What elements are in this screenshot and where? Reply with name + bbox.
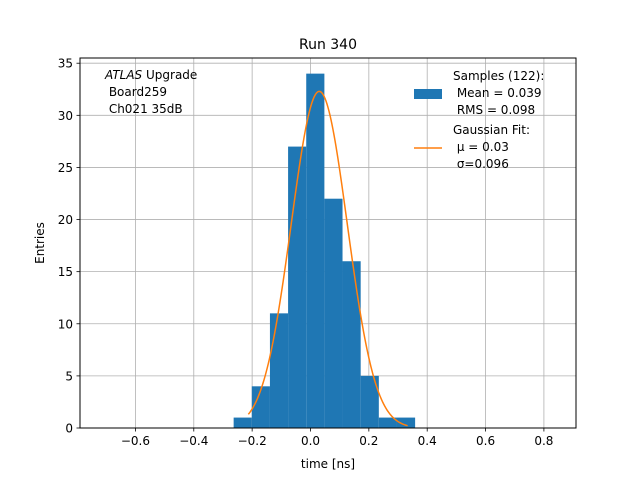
x-axis-label: time [ns]: [301, 457, 355, 471]
y-tick-label: 10: [58, 317, 73, 331]
y-tick-label: 20: [58, 213, 73, 227]
y-tick-label: 15: [58, 265, 73, 279]
annotation-channel: Ch021 35dB: [105, 102, 183, 116]
histogram-bar: [396, 417, 416, 428]
x-tick-label: 0.4: [418, 434, 437, 448]
annotation-line-1: ATLAS Upgrade: [104, 68, 197, 82]
legend: Samples (122): Mean = 0.039 RMS = 0.098 …: [414, 69, 544, 171]
annotation-atlas: ATLAS: [104, 68, 143, 82]
x-tick-label: 0.0: [301, 434, 320, 448]
histogram-bar: [342, 261, 361, 428]
y-tick-label: 0: [65, 422, 73, 436]
y-tick-label: 25: [58, 161, 73, 175]
axis-ticks: −0.6 −0.4 −0.2 0.0 0.2 0.4 0.6 0.8 0 5 10 15 20 25 30 3…: [58, 57, 554, 448]
atlas-annotation: ATLAS Upgrade Board259 Ch021 35dB: [104, 68, 197, 116]
legend-samples-mean: Mean = 0.039: [453, 86, 542, 100]
histogram-bar: [378, 417, 397, 428]
annotation-board: Board259: [105, 85, 167, 99]
chart-title: Run 340: [299, 37, 357, 53]
plot-frame: [79, 57, 577, 429]
fit-curve: [247, 90, 408, 427]
histogram-bar: [324, 198, 343, 428]
histogram-bar: [288, 146, 307, 428]
x-tick-label: 0.2: [359, 434, 378, 448]
legend-samples-swatch: [414, 89, 442, 99]
x-tick-label: 0.6: [476, 434, 495, 448]
gaussian-fit: [247, 90, 408, 427]
legend-fit-title: Gaussian Fit:: [453, 123, 530, 137]
histogram-bar: [269, 313, 289, 428]
y-axis-label: Entries: [33, 222, 47, 264]
x-tick-label: −0.6: [121, 434, 150, 448]
histogram-bar: [233, 417, 252, 428]
y-tick-label: 35: [58, 57, 73, 71]
legend-fit-sigma: σ=0.096: [453, 157, 509, 171]
annotation-upgrade: Upgrade: [142, 68, 197, 82]
histogram-bar: [251, 386, 270, 428]
histogram-bar: [360, 375, 379, 428]
histogram-bar: [306, 73, 325, 429]
legend-samples-rms: RMS = 0.098: [453, 103, 535, 117]
y-tick-label: 30: [58, 109, 73, 123]
x-tick-label: −0.4: [179, 434, 208, 448]
y-tick-label: 5: [65, 369, 73, 383]
legend-fit-mu: μ = 0.03: [453, 140, 509, 154]
legend-samples-title: Samples (122):: [453, 69, 544, 83]
x-tick-label: −0.2: [238, 434, 267, 448]
x-tick-label: 0.8: [534, 434, 553, 448]
